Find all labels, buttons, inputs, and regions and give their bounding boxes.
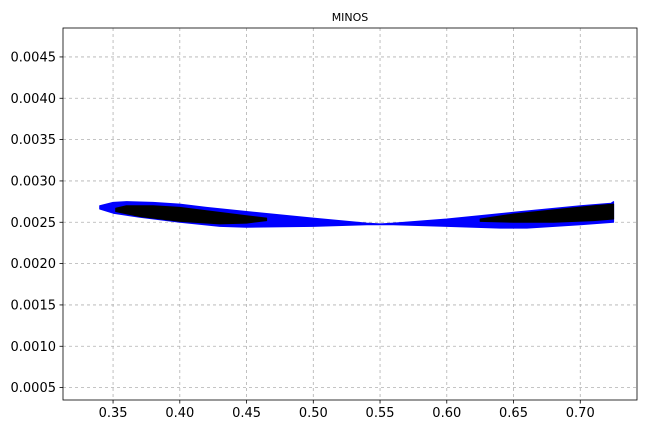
plot-area	[99, 201, 615, 229]
y-tick-label: 0.0035	[11, 133, 57, 148]
chart-title: MINOS	[332, 11, 369, 24]
x-tick-label: 0.65	[499, 406, 528, 421]
x-tick-label: 0.70	[566, 406, 595, 421]
series-2-band	[479, 203, 615, 223]
x-tick-label: 0.55	[366, 406, 395, 421]
y-tick-label: 0.0030	[11, 174, 57, 189]
y-tick-label: 0.0020	[11, 257, 57, 272]
series-1-band	[115, 205, 268, 225]
x-tick-label: 0.60	[432, 406, 461, 421]
y-tick-label: 0.0015	[11, 298, 57, 313]
y-tick-label: 0.0045	[11, 50, 57, 65]
x-tick-label: 0.40	[165, 406, 194, 421]
axes: 0.35 0.40 0.45 0.50 0.55 0.60 0.65 0.70 0.0005 0.…	[11, 27, 638, 421]
y-tick-label: 0.0005	[11, 381, 57, 396]
x-tick-label: 0.50	[299, 406, 328, 421]
x-tick-label: 0.35	[99, 406, 128, 421]
x-tick-label: 0.45	[232, 406, 261, 421]
y-tick-label: 0.0025	[11, 216, 57, 231]
y-tick-label: 0.0040	[11, 92, 57, 107]
y-tick-label: 0.0010	[11, 340, 57, 355]
axes-frame	[62, 27, 638, 401]
